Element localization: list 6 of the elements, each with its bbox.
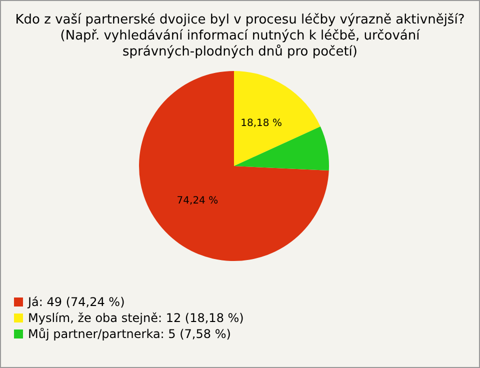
chart-title: Kdo z vaší partnerské dvojice byl v procesu léčby výrazně aktivnější? (Např. vyhledávání informací nutných k léčbě, určování správných-plodných dnů pro početí) — [15, 12, 465, 60]
data-label: 18,18 % — [240, 118, 282, 130]
data-label: 74,24 % — [176, 195, 218, 206]
legend-label: Můj partner/partnerka: 5 (7,58 %) — [28, 327, 231, 341]
legend-label: Myslím, že oba stejně: 12 (18,18 %) — [28, 311, 244, 325]
legend-label: Já: 49 (74,24 %) — [27, 295, 125, 309]
